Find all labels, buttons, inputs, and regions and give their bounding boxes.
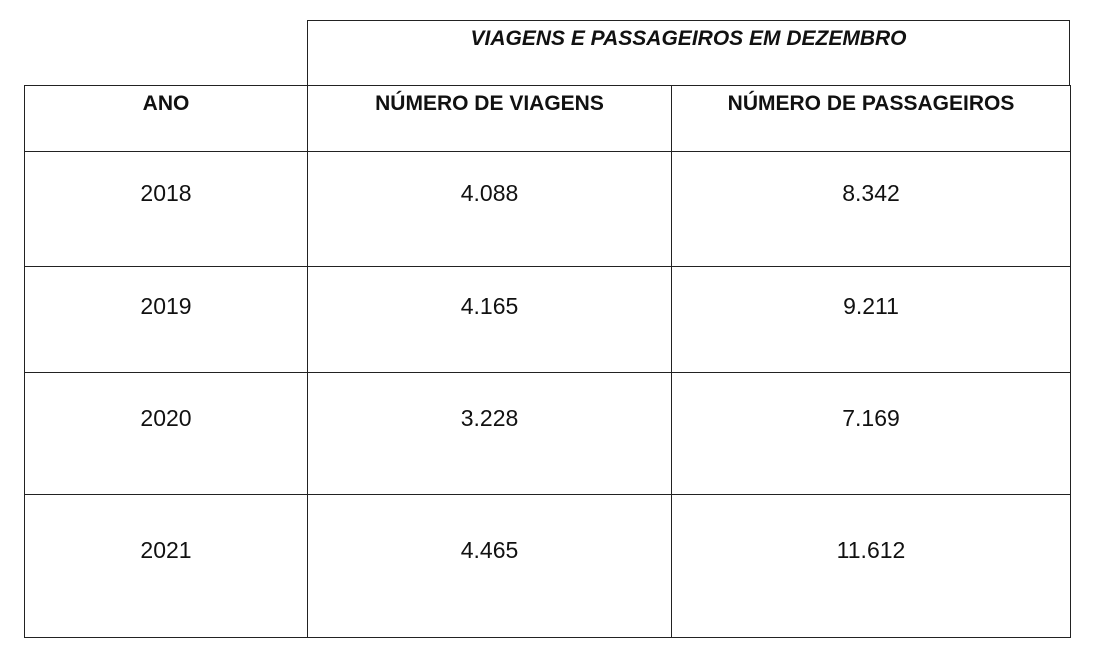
column-header-cell: NÚMERO DE VIAGENS bbox=[307, 85, 672, 152]
table-cell: 2020 bbox=[140, 405, 192, 431]
table-cell-cell: 7.169 bbox=[671, 372, 1071, 495]
group-header-cell: VIAGENS E PASSAGEIROS EM DEZEMBRO bbox=[307, 20, 1070, 86]
column-header-cell: NÚMERO DE PASSAGEIROS bbox=[671, 85, 1071, 152]
table-cell: 4.465 bbox=[460, 537, 519, 563]
table-cell: 9.211 bbox=[843, 293, 899, 319]
table-cell-cell: 8.342 bbox=[671, 151, 1071, 267]
table-cell-cell: 4.165 bbox=[307, 266, 672, 373]
table-cell: 7.169 bbox=[842, 405, 900, 431]
group-header: VIAGENS E PASSAGEIROS EM DEZEMBRO bbox=[470, 27, 907, 50]
table-cell-cell: 3.228 bbox=[307, 372, 672, 495]
table-cell: 3.228 bbox=[460, 405, 519, 431]
table-cell: 4.088 bbox=[460, 180, 519, 206]
table-cell: 4.165 bbox=[460, 293, 519, 319]
table-cell-cell: 4.088 bbox=[307, 151, 672, 267]
table-cell: 8.342 bbox=[842, 180, 900, 206]
column-header: NÚMERO DE PASSAGEIROS bbox=[727, 92, 1015, 115]
table-cell-cell: 2019 bbox=[24, 266, 308, 373]
table-cell-cell: 2020 bbox=[24, 372, 308, 495]
table-cell: 2018 bbox=[140, 180, 192, 206]
table-cell: 2021 bbox=[140, 537, 192, 563]
table-cell-cell: 2018 bbox=[24, 151, 308, 267]
table-cell-cell: 11.612 bbox=[671, 494, 1071, 638]
table-cell: 11.612 bbox=[836, 537, 906, 563]
table-cell-cell: 4.465 bbox=[307, 494, 672, 638]
table-cell-cell: 9.211 bbox=[671, 266, 1071, 373]
column-header-cell: ANO bbox=[24, 85, 308, 152]
column-header: NÚMERO DE VIAGENS bbox=[375, 92, 604, 115]
table-cell: 2019 bbox=[140, 293, 192, 319]
table-cell-cell: 2021 bbox=[24, 494, 308, 638]
column-header: ANO bbox=[142, 92, 190, 115]
